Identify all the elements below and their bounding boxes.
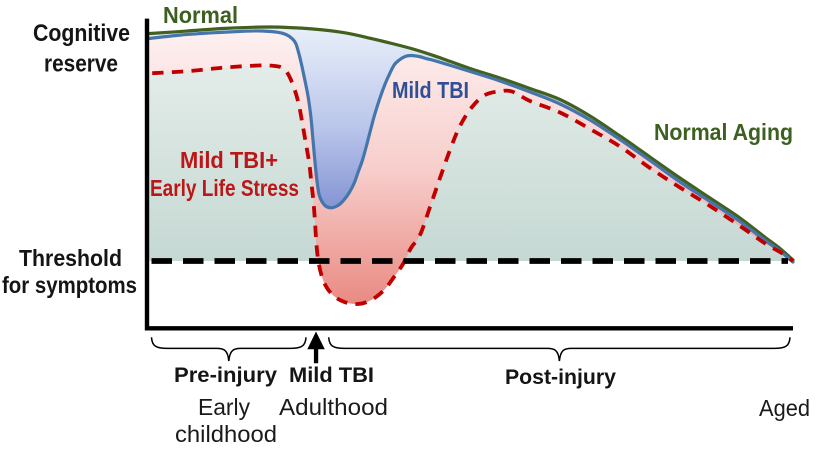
svg-text:Early: Early (198, 394, 250, 420)
svg-text:Threshold: Threshold (19, 245, 122, 271)
svg-text:Mild TBI: Mild TBI (392, 77, 469, 103)
svg-text:for symptoms: for symptoms (2, 272, 137, 298)
svg-text:Post-injury: Post-injury (505, 366, 616, 389)
svg-text:Pre-injury: Pre-injury (174, 364, 277, 387)
svg-text:childhood: childhood (175, 421, 277, 447)
svg-text:Early Life Stress: Early Life Stress (150, 175, 299, 201)
svg-text:Normal Aging: Normal Aging (654, 119, 793, 145)
svg-text:Adulthood: Adulthood (279, 394, 388, 420)
svg-text:Mild TBI: Mild TBI (289, 364, 374, 387)
svg-text:reserve: reserve (44, 51, 118, 78)
svg-text:Aged: Aged (759, 395, 810, 421)
svg-text:Mild TBI+: Mild TBI+ (180, 147, 278, 173)
svg-text:Normal: Normal (163, 2, 238, 28)
svg-text:Cognitive: Cognitive (33, 20, 130, 47)
